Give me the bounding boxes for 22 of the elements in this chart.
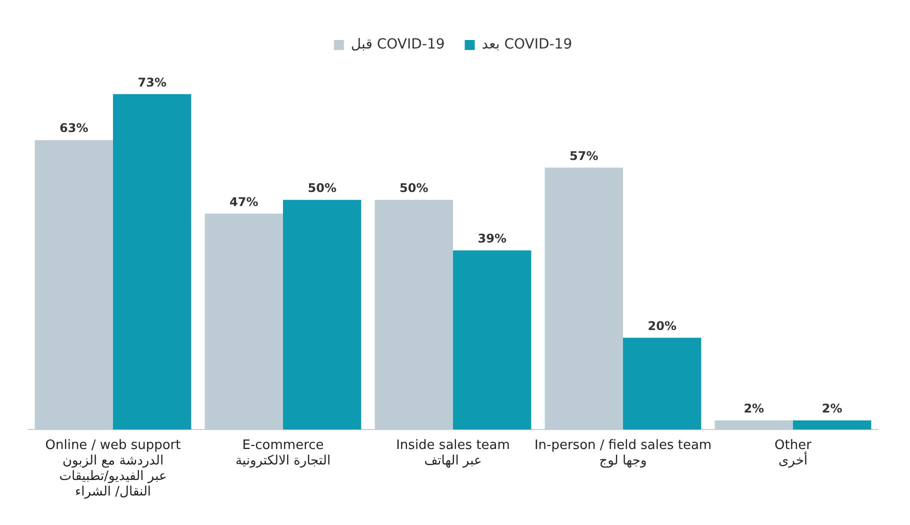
data-label: 63% <box>60 121 88 136</box>
bar <box>793 420 872 430</box>
bar <box>113 94 192 430</box>
bar <box>544 168 623 430</box>
data-label: 57% <box>570 148 598 163</box>
bar <box>623 338 702 430</box>
legend-label: بعد COVID-19 <box>482 36 572 53</box>
data-label: 50% <box>308 180 336 195</box>
bar <box>453 250 532 430</box>
data-label: 2% <box>822 402 842 416</box>
data-label: 20% <box>648 318 676 333</box>
data-label: 47% <box>230 194 258 209</box>
data-label: 2% <box>744 402 764 416</box>
legend-label: قبل COVID-19 <box>350 36 445 53</box>
bar <box>714 420 793 430</box>
bar <box>204 214 283 430</box>
data-label: 73% <box>138 75 166 90</box>
bar <box>283 200 362 430</box>
data-label: 50% <box>400 180 428 195</box>
bar <box>374 200 453 430</box>
bar <box>34 140 113 430</box>
data-label: 39% <box>478 232 506 246</box>
